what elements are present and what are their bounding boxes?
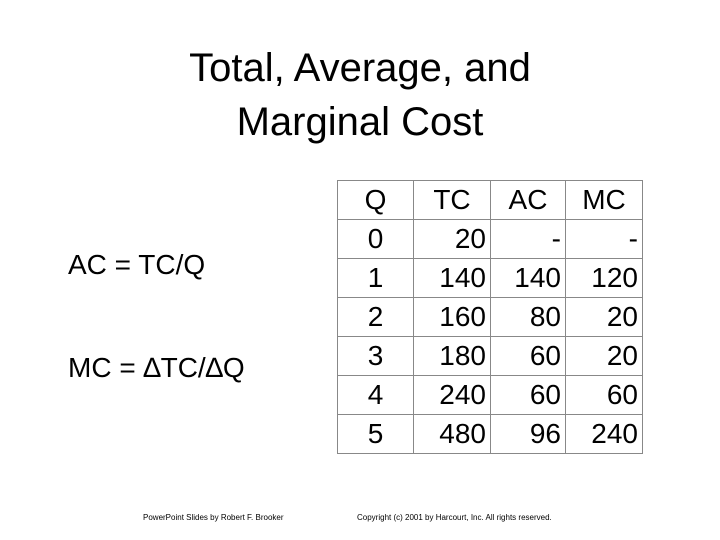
header-cell: AC [490, 180, 566, 220]
table-cell: 1 [337, 258, 414, 298]
formula: MC = ∆TC/∆Q [68, 352, 245, 383]
table-cell: 180 [413, 336, 491, 376]
header-cell: TC [413, 180, 491, 220]
table-cell: 160 [413, 297, 491, 337]
table-cell: 480 [413, 414, 491, 454]
table-cell: 120 [565, 258, 643, 298]
table-row: 2 160 80 20 [337, 297, 643, 337]
header-row: Q TC AC MC [337, 180, 643, 220]
table-cell: 96 [490, 414, 566, 454]
table-cell: 20 [565, 336, 643, 376]
table-row: 1 140 140 120 [337, 258, 643, 298]
table-cell: 60 [490, 336, 566, 376]
table-row: 3 180 60 20 [337, 336, 643, 376]
table-cell: 2 [337, 297, 414, 337]
table-cell: 60 [490, 375, 566, 415]
table-row: 0 20- - [337, 219, 643, 259]
table-cell: - [565, 219, 643, 259]
title-line: Marginal Cost [236, 100, 484, 144]
table-cell: 240 [413, 375, 491, 415]
footer-copyright: Copyright (c) 2001 by Harcourt, Inc. All… [357, 513, 552, 522]
title-line: Total, Average, and [189, 46, 531, 90]
table-row: 4 240 60 60 [337, 375, 643, 415]
table-cell: 4 [337, 375, 414, 415]
table-row: 5 480 96 240 [337, 414, 643, 454]
table-cell: 20 [413, 219, 491, 259]
table-cell: 240 [565, 414, 643, 454]
header-cell: MC [565, 180, 643, 220]
formula: AC = TC/Q [68, 249, 206, 280]
table-cell: 140 [413, 258, 491, 298]
table-cell: 60 [565, 375, 643, 415]
table-cell: 140 [490, 258, 566, 298]
table-cell: 0 [337, 219, 414, 259]
table-cell: - [490, 219, 566, 259]
table-cell: 5 [337, 414, 414, 454]
footer-credit: PowerPoint Slides by Robert F. Brooker [143, 513, 284, 522]
table-cell: 80 [490, 297, 566, 337]
header-cell: Q [337, 180, 414, 220]
table-cell: 3 [337, 336, 414, 376]
cost-table: Q TC AC MC 0 20- -1 140 140 120 2 160 80 20 3 180 60 20 4… [337, 180, 643, 454]
table-cell: 20 [565, 297, 643, 337]
